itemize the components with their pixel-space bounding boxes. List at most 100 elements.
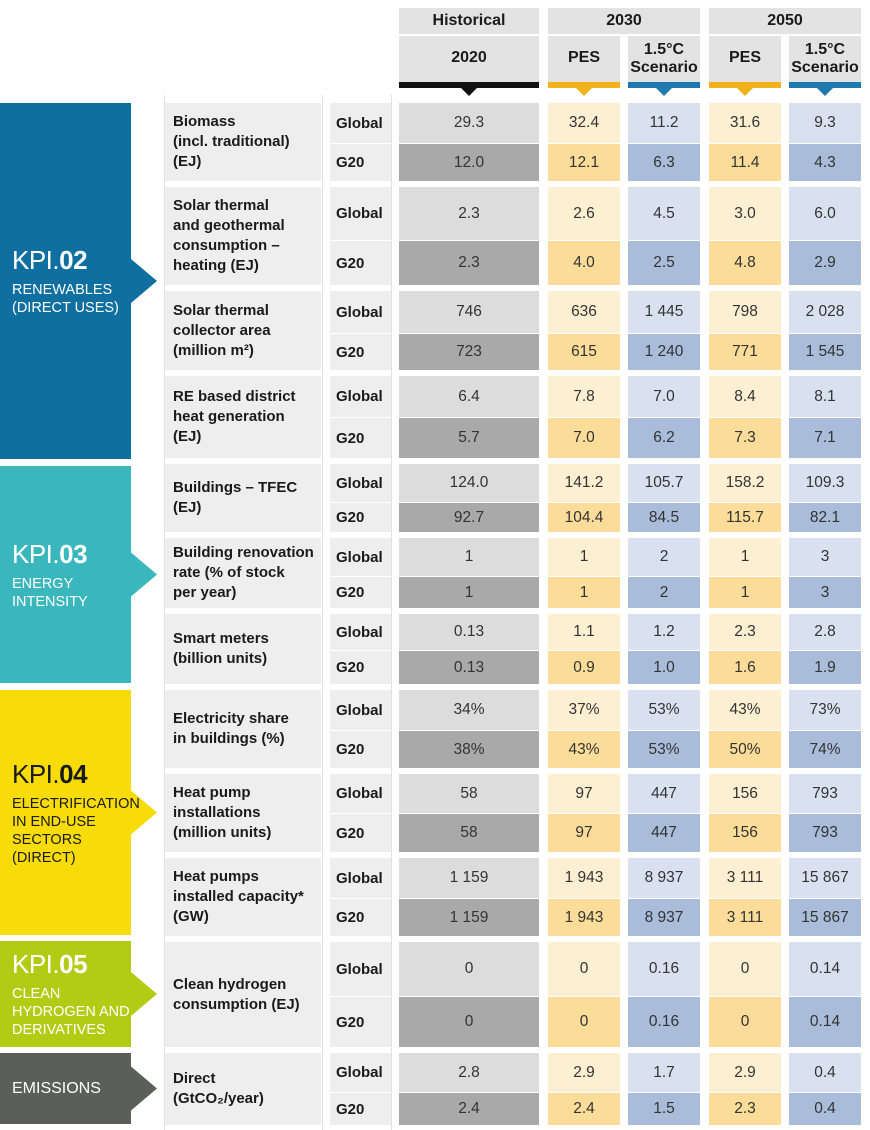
text: 636 (571, 303, 597, 320)
value-cell-g20: 12.1 (548, 144, 620, 181)
text: 1 943 (564, 908, 604, 926)
value-cell-g20: 7.0 (548, 418, 620, 458)
value-cell-global: 0 (709, 942, 781, 996)
kpi-arrow-shape (0, 941, 157, 1047)
kpi-number: 02 (59, 245, 88, 275)
value-cell-g20: 0 (709, 997, 781, 1047)
text: 15 867 (801, 908, 849, 926)
text: G20 (336, 584, 365, 601)
text: 746 (456, 303, 482, 320)
kpi-arrow-shape (0, 1053, 157, 1124)
text: 124.0 (449, 474, 489, 491)
value-cell-global: 1 943 (548, 858, 620, 898)
value-cell-global: 0.14 (789, 942, 861, 996)
kpi-prefix: KPI. (12, 758, 60, 789)
metric-label: Biomass (incl. traditional) (EJ) (165, 103, 321, 181)
value-cell-g20: 1 (399, 577, 539, 608)
kpi-number: 03 (59, 538, 88, 569)
value-cell-global: 109.3 (789, 464, 861, 502)
text: 9.3 (814, 114, 836, 131)
scope-label-global: Global (330, 376, 391, 417)
value-cell-global: 43% (709, 690, 781, 730)
text: RE based district heat generation (EJ) (173, 388, 296, 445)
kpi-heading: KPI.02 (12, 245, 152, 275)
kpi-description: ELECTRIFICATION IN END-USE SECTORS (DIRECT) (12, 795, 152, 867)
text: 1.5 (653, 1100, 675, 1117)
text: 115.7 (726, 508, 764, 526)
header-col-sep (781, 36, 789, 82)
kpi-heading: KPI.05 (12, 949, 152, 979)
text: Solar thermal and geothermal consumption –… (173, 197, 285, 274)
text: EMISSIONS (12, 1079, 101, 1097)
text: 1 445 (644, 303, 684, 320)
value-cell-global: 3.0 (709, 187, 781, 240)
text: 2 (659, 548, 669, 565)
text: 34% (453, 701, 485, 718)
text: 3 111 (726, 869, 764, 886)
text: 2.4 (573, 1100, 595, 1117)
value-cell-global: 2.6 (548, 187, 620, 240)
value-cell-g20: 3 111 (709, 899, 781, 936)
value-cell-g20: 4.0 (548, 241, 620, 285)
metric-label: Heat pump installations (million units) (165, 774, 321, 852)
text: 37% (568, 701, 600, 718)
text: 0 (464, 1013, 474, 1030)
header-col-sep (620, 36, 628, 82)
header-marker-arrow (817, 88, 833, 96)
text: 12.0 (453, 153, 485, 171)
metric-label: Building renovation rate (% of stock per y… (165, 538, 321, 608)
text: Electricity share in buildings (%) (173, 710, 289, 747)
text: 2.3 (734, 1100, 756, 1117)
scope-label-global: Global (330, 942, 391, 996)
scope-label-g20: G20 (330, 997, 391, 1047)
text: G20 (336, 1100, 365, 1118)
header-historical: Historical (399, 8, 539, 34)
text: 1 159 (449, 908, 489, 926)
text: Heat pump installations (million units) (173, 784, 272, 841)
value-cell-global: 7.0 (628, 376, 700, 417)
value-cell-global: 1 445 (628, 291, 700, 333)
text: 43% (729, 701, 761, 718)
metric-label: Solar thermal and geothermal consumption –… (165, 187, 321, 285)
text: G20 (336, 429, 365, 447)
value-cell-global: 15 867 (789, 858, 861, 898)
text: 158.2 (725, 474, 765, 491)
text: 8 937 (644, 869, 684, 886)
value-cell-g20: 82.1 (789, 503, 861, 532)
header-year-2020: 2020 (399, 40, 539, 76)
kpi-prefix: KPI. (12, 245, 60, 275)
value-cell-g20: 1.9 (789, 651, 861, 684)
kpi-number: 04 (59, 758, 88, 789)
value-cell-global: 2.3 (399, 187, 539, 240)
text: 29.3 (453, 114, 485, 131)
text: G20 (336, 254, 365, 272)
value-cell-global: 447 (628, 774, 700, 813)
value-cell-g20: 2.5 (628, 241, 700, 285)
text: 0.9 (573, 658, 595, 676)
value-cell-g20: 0.9 (548, 651, 620, 684)
text: Smart meters (billion units) (173, 630, 269, 667)
text: 74% (809, 740, 841, 758)
text: Global (336, 548, 383, 566)
header-scenario-2030: 1.5°C Scenario (628, 38, 700, 80)
text: G20 (336, 343, 365, 361)
text: 0.4 (814, 1063, 836, 1081)
text: 2.8 (458, 1063, 480, 1081)
value-cell-global: 0.4 (789, 1053, 861, 1092)
text: G20 (336, 1013, 365, 1031)
value-cell-global: 1 (709, 538, 781, 576)
text: 1 (740, 583, 750, 601)
value-cell-g20: 615 (548, 334, 620, 370)
value-cell-g20: 1.5 (628, 1093, 700, 1125)
value-cell-g20: 5.7 (399, 418, 539, 458)
kpi-label-05: KPI.05 CLEAN HYDROGEN AND DERIVATIVES (12, 941, 152, 1047)
text: 8.1 (814, 387, 836, 405)
value-cell-global: 793 (789, 774, 861, 813)
value-cell-global: 32.4 (548, 103, 620, 143)
value-cell-global: 3 (789, 538, 861, 576)
value-cell-global: 105.7 (628, 464, 700, 502)
value-cell-g20: 793 (789, 814, 861, 852)
value-cell-g20: 38% (399, 731, 539, 768)
kpi-description: RENEWABLES (DIRECT USES) (12, 281, 152, 317)
value-cell-g20: 1 (709, 577, 781, 608)
